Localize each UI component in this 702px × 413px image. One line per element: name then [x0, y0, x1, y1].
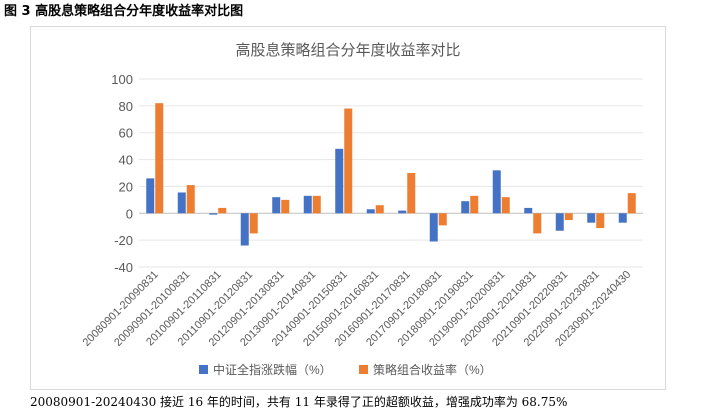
chart-title: 高股息策略组合分年度收益率对比 [235, 42, 460, 59]
y-tick-label: -40 [114, 260, 133, 275]
bar-index [240, 213, 249, 246]
bar-strategy [344, 108, 353, 214]
bar-strategy [407, 173, 416, 214]
bar-index [366, 209, 375, 214]
y-tick-label: 80 [119, 99, 133, 114]
bar-chart: 高股息策略组合分年度收益率对比 -40-20020406080100200809… [81, 42, 643, 377]
bar-strategy [281, 199, 290, 214]
bar-index [587, 213, 596, 223]
bar-strategy [438, 213, 447, 226]
legend-label: 策略组合收益率（%） [373, 362, 492, 377]
bar-strategy [564, 213, 573, 220]
bar-index [429, 213, 438, 242]
bar-index [461, 201, 470, 214]
y-tick-label: 0 [126, 206, 133, 221]
bar-strategy [533, 213, 542, 234]
bar-index [209, 213, 218, 215]
bar-index [618, 213, 627, 223]
bar-index [524, 207, 533, 214]
legend-label: 中证全指涨跌幅（%） [213, 362, 332, 377]
bar-strategy [312, 195, 321, 214]
y-tick-label: -20 [114, 233, 133, 248]
bar-index [398, 210, 407, 214]
bar-index [272, 197, 281, 214]
bar-strategy [501, 197, 510, 214]
bar-strategy [186, 185, 195, 214]
figure-title: 图 3 高股息策略组合分年度收益率对比图 [4, 4, 244, 19]
figure-caption: 20080901-20240430 接近 16 年的时间，共有 11 年录得了正… [30, 395, 568, 409]
chart-container: 高股息策略组合分年度收益率对比 -40 -20 0 20 40 60 80 100 200809… [30, 26, 666, 390]
legend-swatch [359, 365, 368, 374]
bar-index [303, 195, 312, 214]
bar-strategy [218, 207, 227, 214]
y-tick-label: 40 [119, 153, 133, 168]
bar-strategy [375, 205, 384, 214]
bar-strategy [470, 195, 479, 214]
y-tick-label: 100 [111, 72, 133, 87]
bar-index [492, 170, 501, 214]
bar-strategy [155, 103, 164, 214]
bar-index [146, 178, 155, 214]
bar-index [335, 148, 344, 214]
bar-index [177, 192, 186, 214]
y-tick-label: 60 [119, 126, 133, 141]
bar-strategy [627, 193, 636, 214]
bar-strategy [596, 213, 605, 229]
bar-index [555, 213, 564, 231]
legend-swatch [199, 365, 208, 374]
bar-strategy [249, 213, 258, 234]
y-tick-label: 20 [119, 179, 133, 194]
